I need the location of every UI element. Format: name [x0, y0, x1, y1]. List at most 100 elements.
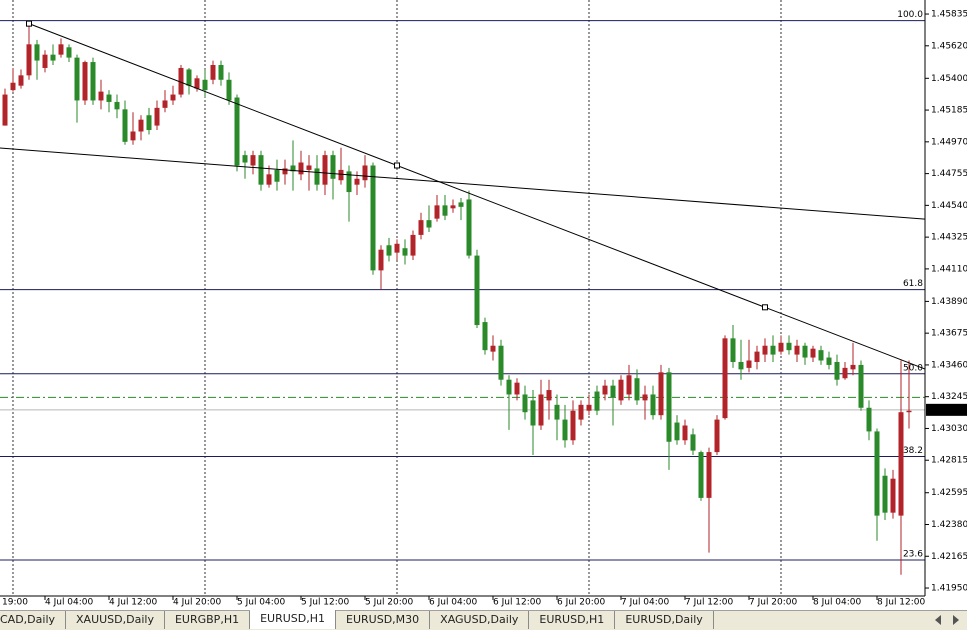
candle-body: [218, 65, 224, 80]
scroll-right[interactable]: [953, 615, 959, 625]
candle-body: [98, 91, 104, 101]
chart-tab[interactable]: EURUSD,H1: [529, 611, 616, 629]
candle-body: [570, 410, 576, 441]
candle-body: [602, 385, 608, 395]
fib-label: 38.2: [903, 446, 923, 456]
y-tick-label: 1.43245: [931, 392, 967, 402]
price-tag: [926, 403, 967, 416]
candle-body: [666, 372, 672, 442]
candle-body: [354, 178, 360, 185]
candle-body: [538, 394, 544, 426]
candle-body: [362, 165, 368, 181]
y-tick-label: 1.42595: [931, 488, 967, 498]
y-tick-label: 1.44325: [931, 233, 967, 243]
candle-body: [890, 478, 896, 513]
candle-body: [434, 205, 440, 219]
candle-body: [770, 345, 776, 355]
y-tick-label: 1.45620: [931, 41, 967, 51]
candle-body: [514, 382, 520, 395]
chart: 1.45835 1.45620 1.45400 1.45185 1.44970 1.447…: [0, 0, 967, 608]
trendline: [0, 147, 925, 220]
candle-body: [418, 220, 424, 235]
chart-tab[interactable]: EURUSD,H1: [250, 610, 337, 629]
x-tick-label: 19:00: [2, 598, 28, 608]
candle-body: [370, 165, 376, 271]
candle-body: [162, 100, 168, 108]
y-tick-label: 1.45835: [931, 10, 967, 20]
chart-tab[interactable]: CAD,Daily: [0, 611, 67, 629]
candle-body: [818, 350, 824, 361]
candle-body: [274, 169, 280, 182]
candle-body: [2, 94, 8, 126]
candle-body: [330, 155, 336, 179]
candle-body: [122, 109, 128, 142]
x-tick-label: 5 Jul 04:00: [237, 598, 286, 608]
candle-body: [826, 357, 832, 365]
candle-body: [450, 205, 456, 209]
candle-body: [290, 165, 296, 172]
candle-body: [202, 79, 208, 91]
tab-bar: CAD,Daily XAUUSD,Daily EURGBP,H1 EURUSD,H1 E…: [0, 610, 967, 630]
x-tick-label: 4 Jul 04:00: [45, 598, 94, 608]
candle-body: [498, 345, 504, 380]
candle-body: [306, 165, 312, 170]
tab-scroll[interactable]: [933, 614, 963, 626]
candle-body: [866, 407, 872, 432]
trendline-handle: [762, 304, 768, 311]
candle-body: [674, 422, 680, 441]
y-tick-label: 1.44755: [931, 169, 967, 179]
candle-body: [338, 169, 344, 181]
x-tick-label: 6 Jul 12:00: [493, 598, 542, 608]
chart-tab[interactable]: EURUSD,Daily: [615, 611, 714, 629]
fib-label: 61.8: [903, 279, 923, 289]
y-tick-label: 1.43030: [931, 424, 967, 434]
y-tick-label: 1.44110: [931, 264, 967, 274]
trendline-handle: [394, 162, 400, 169]
candle-body: [658, 372, 664, 416]
candle-body: [50, 54, 56, 61]
candle-body: [746, 360, 752, 368]
y-tick-label: 1.42815: [931, 456, 967, 466]
candle-body: [58, 44, 64, 55]
candle-body: [130, 131, 136, 141]
candle-body: [842, 367, 848, 379]
candle-body: [394, 243, 400, 253]
chart-tab[interactable]: EURUSD,M30: [336, 611, 431, 629]
scroll-left[interactable]: [935, 615, 941, 625]
x-tick-label: 7 Jul 20:00: [749, 598, 798, 608]
chart-tab[interactable]: XAUUSD,Daily: [66, 611, 165, 629]
x-tick-label: 5 Jul 20:00: [365, 598, 414, 608]
candle-body: [618, 379, 624, 401]
candle-body: [26, 44, 32, 76]
fib-label: 50.0: [903, 363, 923, 373]
candle-body: [346, 171, 352, 193]
candle-body: [778, 342, 784, 352]
candle-body: [794, 345, 800, 355]
candle-body: [18, 75, 24, 86]
candle-body: [42, 54, 48, 68]
candle-body: [82, 62, 88, 101]
candle-body: [242, 155, 248, 163]
candle-body: [474, 255, 480, 326]
x-tick-label: 7 Jul 12:00: [685, 598, 734, 608]
fib-label: 23.6: [903, 549, 923, 559]
candle-body: [226, 79, 232, 101]
candle-body: [378, 249, 384, 271]
candle-body: [554, 404, 560, 420]
candle-body: [546, 390, 552, 401]
candle-body: [578, 404, 584, 420]
candle-body: [802, 345, 808, 358]
candle-body: [906, 410, 912, 413]
chart-tab[interactable]: XAGUSD,Daily: [430, 611, 530, 629]
x-tick-label: 8 Jul 12:00: [877, 598, 926, 608]
candle-body: [786, 342, 792, 351]
x-tick-label: 7 Jul 04:00: [621, 598, 670, 608]
x-tick-label: 4 Jul 20:00: [173, 598, 222, 608]
candle-body: [170, 94, 176, 101]
candle-body: [490, 345, 496, 352]
candle-body: [258, 155, 264, 185]
candle-body: [146, 115, 152, 131]
chart-tab[interactable]: EURGBP,H1: [165, 611, 251, 629]
y-tick-label: 1.42165: [931, 552, 967, 562]
fib-label: 100.0: [897, 10, 923, 20]
